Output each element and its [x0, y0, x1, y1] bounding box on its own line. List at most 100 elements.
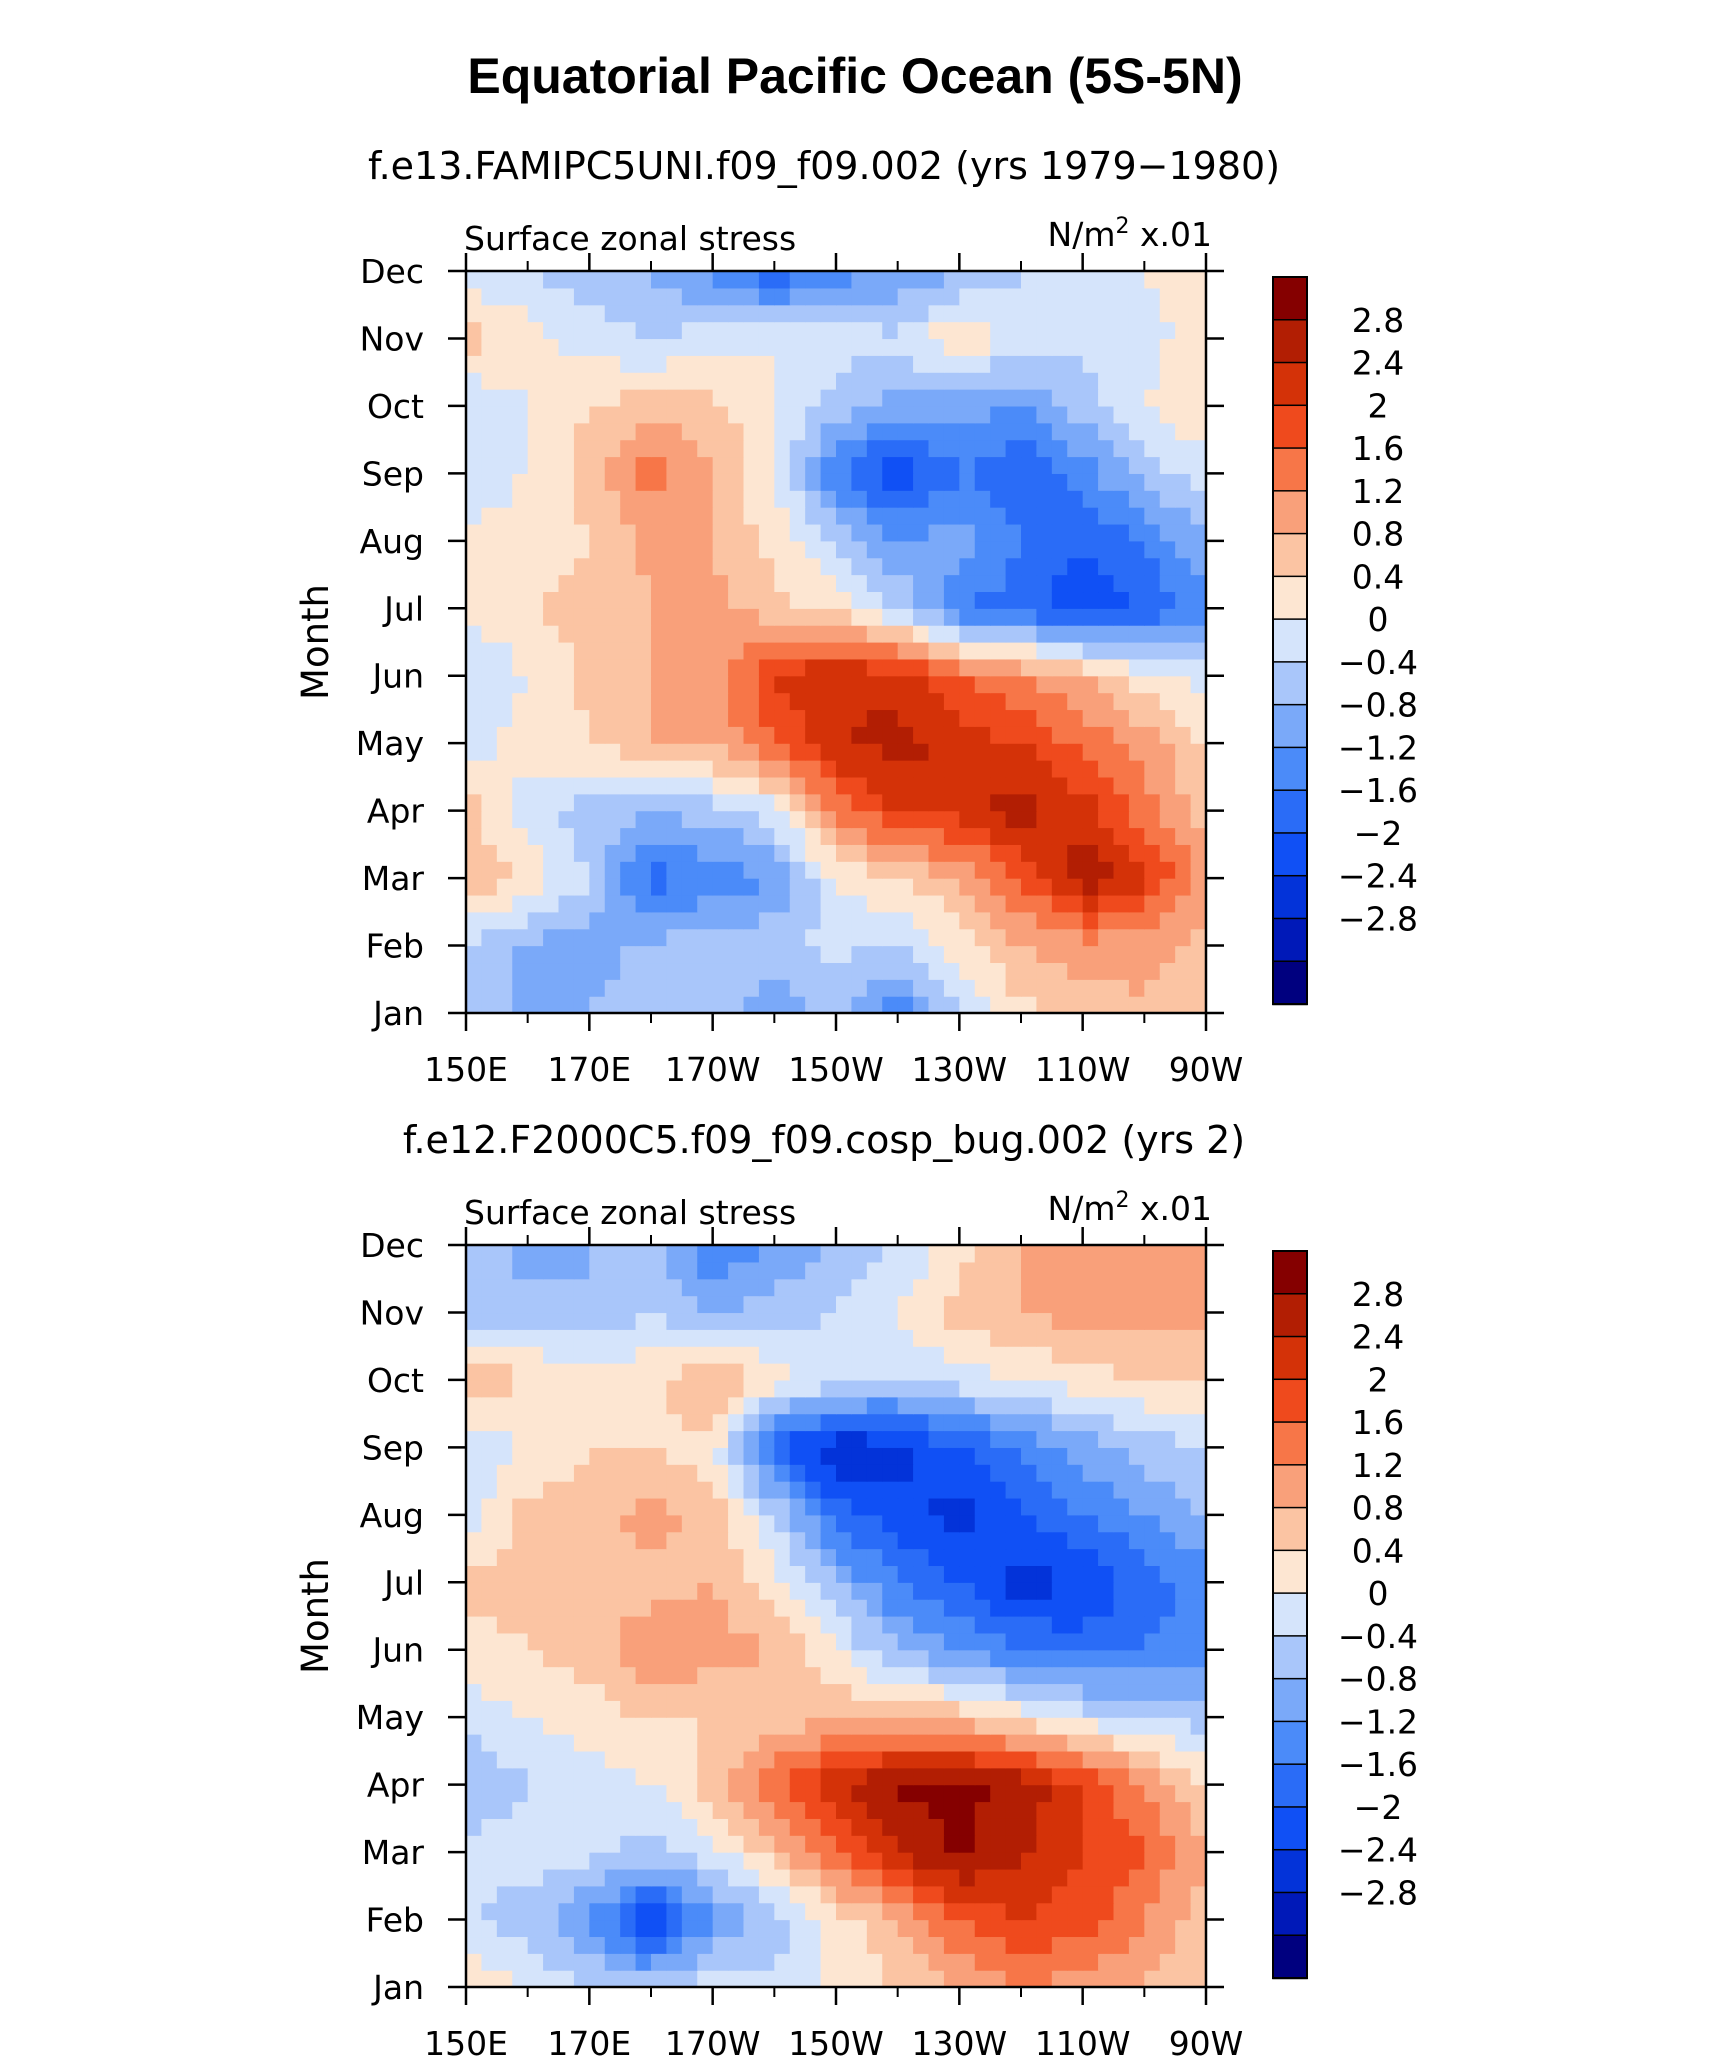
heatmap-cell [1191, 608, 1207, 625]
heatmap-cell [882, 1245, 898, 1262]
heatmap-cell [1114, 1802, 1130, 1819]
heatmap-cell [774, 709, 790, 726]
heatmap-cell [559, 1802, 575, 1819]
heatmap-cell [466, 1380, 482, 1397]
heatmap-cell [1114, 1869, 1130, 1886]
heatmap-cell [682, 338, 698, 355]
heatmap-cell [805, 288, 821, 305]
heatmap-cell [697, 1262, 713, 1279]
heatmap-cell [605, 1245, 621, 1262]
heatmap-cell [1160, 271, 1176, 288]
heatmap-cell [1175, 490, 1191, 507]
heatmap-cell [851, 1296, 867, 1313]
heatmap-cell [1160, 642, 1176, 659]
heatmap-cell [713, 1802, 729, 1819]
heatmap-cell [1114, 406, 1130, 423]
heatmap-cell [959, 996, 975, 1013]
heatmap-cell [975, 777, 991, 794]
heatmap-cell [636, 608, 652, 625]
heatmap-cell [497, 1920, 513, 1937]
heatmap-cell [929, 794, 945, 811]
heatmap-cell [620, 1700, 636, 1717]
heatmap-cell [1160, 1582, 1176, 1599]
heatmap-cell [1129, 1734, 1145, 1751]
heatmap-cell [605, 726, 621, 743]
heatmap-cell [882, 1835, 898, 1852]
heatmap-cell [1098, 1802, 1114, 1819]
heatmap-cell [882, 1650, 898, 1667]
heatmap-cell [790, 1447, 806, 1464]
heatmap-cell [1129, 1633, 1145, 1650]
heatmap-cell [898, 1667, 914, 1684]
heatmap-cell [1006, 979, 1022, 996]
heatmap-cell [805, 1245, 821, 1262]
heatmap-cell [882, 811, 898, 828]
heatmap-cell [821, 1245, 837, 1262]
heatmap-cell [543, 389, 559, 406]
heatmap-cell [589, 1447, 605, 1464]
heatmap-cell [774, 979, 790, 996]
heatmap-cell [713, 1380, 729, 1397]
heatmap-cell [466, 288, 482, 305]
heatmap-cell [713, 1717, 729, 1734]
heatmap-cell [605, 625, 621, 642]
heatmap-cell [1036, 642, 1052, 659]
heatmap-cell [1021, 1852, 1037, 1869]
heatmap-cell [497, 507, 513, 524]
heatmap-cell [959, 507, 975, 524]
heatmap-cell [543, 777, 559, 794]
heatmap-cell [990, 1397, 1006, 1414]
heatmap-cell [882, 929, 898, 946]
heatmap-cell [497, 1953, 513, 1970]
heatmap-cell [805, 457, 821, 474]
heatmap-cell [1114, 777, 1130, 794]
heatmap-cell [851, 1768, 867, 1785]
heatmap-cell [1006, 1650, 1022, 1667]
heatmap-cell [759, 541, 775, 558]
heatmap-cell [1144, 1717, 1160, 1734]
heatmap-cell [1067, 457, 1083, 474]
heatmap-cell [1021, 440, 1037, 457]
heatmap-cell [990, 1346, 1006, 1363]
heatmap-cell [1129, 1397, 1145, 1414]
heatmap-cell [605, 1397, 621, 1414]
heatmap-cell [497, 1717, 513, 1734]
heatmap-cell [867, 473, 883, 490]
heatmap-cell [1067, 1920, 1083, 1937]
heatmap-cell [636, 1751, 652, 1768]
heatmap-cell [774, 1734, 790, 1751]
heatmap-cell [543, 912, 559, 929]
heatmap-cell [759, 878, 775, 895]
heatmap-cell [1052, 1936, 1068, 1953]
heatmap-cell [867, 777, 883, 794]
heatmap-cell [682, 1717, 698, 1734]
heatmap-cell [882, 828, 898, 845]
heatmap-cell [851, 1262, 867, 1279]
heatmap-cell [898, 1616, 914, 1633]
heatmap-cell [1114, 828, 1130, 845]
heatmap-cell [882, 642, 898, 659]
heatmap-cell [620, 1633, 636, 1650]
heatmap-cell [1175, 1785, 1191, 1802]
heatmap-cell [913, 743, 929, 760]
heatmap-cell [574, 1599, 590, 1616]
heatmap-cell [697, 1717, 713, 1734]
heatmap-cell [1036, 1397, 1052, 1414]
heatmap-cell [790, 305, 806, 322]
heatmap-cell [1052, 828, 1068, 845]
heatmap-cell [666, 355, 682, 372]
heatmap-cell [790, 372, 806, 389]
heatmap-cell [790, 271, 806, 288]
heatmap-cell [759, 1245, 775, 1262]
heatmap-cell [466, 541, 482, 558]
heatmap-cell [1129, 642, 1145, 659]
heatmap-cell [620, 1515, 636, 1532]
heatmap-cell [728, 1329, 744, 1346]
heatmap-cell [1083, 440, 1099, 457]
heatmap-cell [481, 1447, 497, 1464]
heatmap-cell [913, 929, 929, 946]
heatmap-cell [528, 828, 544, 845]
heatmap-cell [882, 1312, 898, 1329]
heatmap-cell [1083, 608, 1099, 625]
heatmap-cell [774, 1262, 790, 1279]
